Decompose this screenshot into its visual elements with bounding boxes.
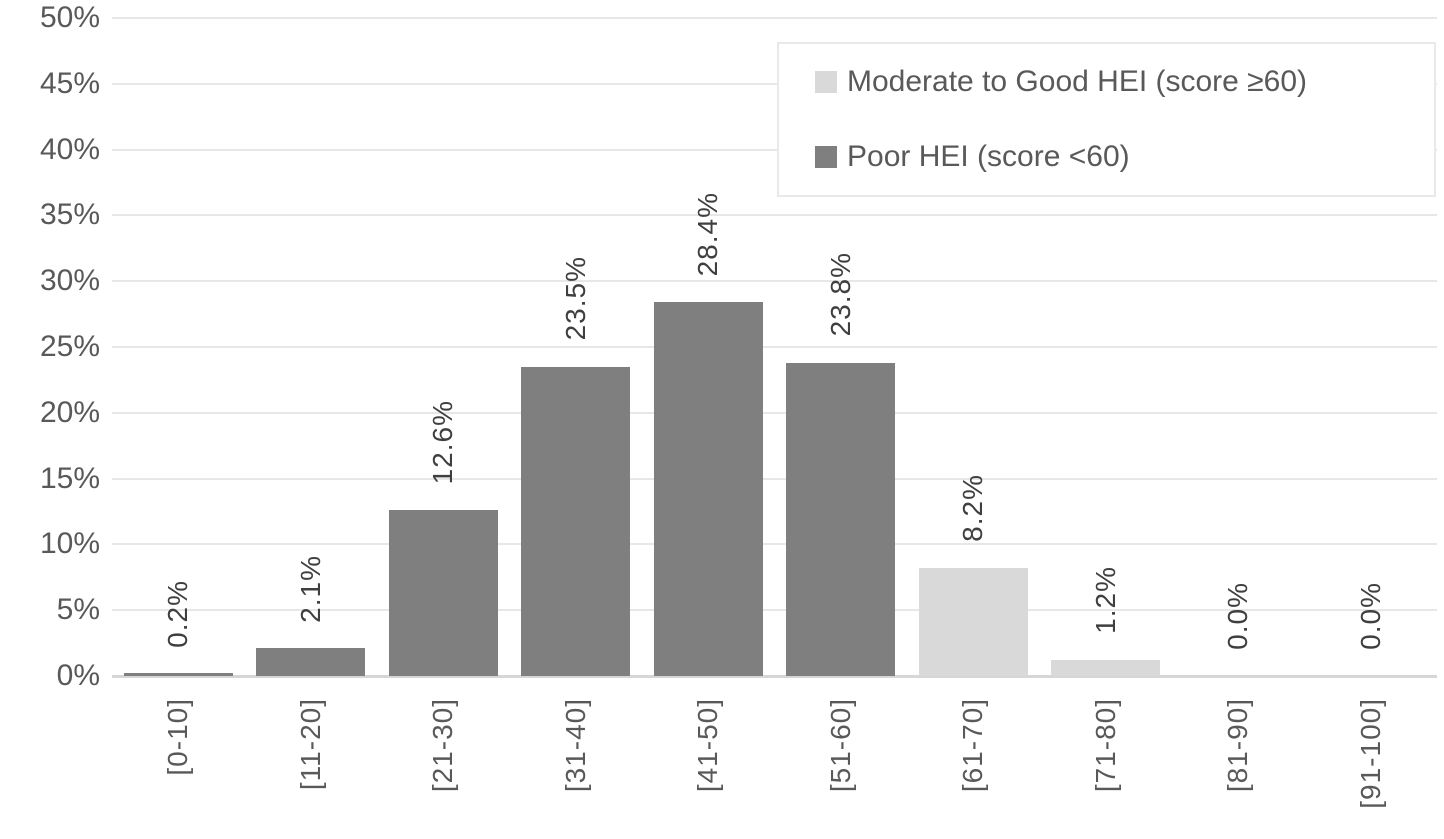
x-tick-label-[51-60]: [51-60]	[824, 698, 856, 793]
gridline-5%	[112, 609, 1437, 612]
x-tick-label-[0-10]: [0-10]	[162, 698, 194, 776]
gridline-10%	[112, 543, 1437, 546]
x-tick-label-[61-70]: [61-70]	[957, 698, 989, 793]
bar-[51-60]	[786, 362, 896, 676]
gridline-35%	[112, 214, 1437, 217]
y-tick-label-25%: 25%	[39, 330, 100, 363]
bar-[0-10]	[123, 673, 233, 676]
x-tick-label-[41-50]: [41-50]	[692, 698, 724, 793]
legend: Moderate to Good HEI (score ≥60) Poor HEI…	[777, 42, 1436, 197]
data-label-[61-70]: 8.2%	[957, 474, 989, 543]
data-label-[81-90]: 0.0%	[1222, 582, 1254, 650]
y-tick-label-45%: 45%	[39, 66, 100, 100]
y-tick-label-15%: 15%	[39, 461, 100, 495]
data-label-[71-80]: 1.2%	[1089, 566, 1121, 635]
data-label-[31-40]: 23.5%	[559, 256, 591, 341]
data-label-[21-30]: 12.6%	[427, 399, 459, 485]
bar-[21-30]	[388, 510, 498, 676]
x-tick-label-[81-90]: [81-90]	[1222, 698, 1254, 793]
gridline-25%	[112, 346, 1437, 348]
y-tick-label-30%: 30%	[39, 264, 100, 298]
bar-[11-20]	[256, 648, 366, 676]
x-tick-label-[91-100]: [91-100]	[1354, 698, 1386, 809]
bar-[71-80]	[1051, 660, 1161, 676]
gridline-15%	[112, 477, 1437, 480]
legend-item-1: Poor HEI (score <60)	[815, 140, 1434, 174]
y-tick-label-10%: 10%	[39, 527, 100, 561]
y-tick-label-0%: 0%	[56, 659, 100, 692]
bar-[61-70]	[918, 568, 1028, 676]
y-tick-label-40%: 40%	[39, 132, 100, 166]
bar-[31-40]	[521, 366, 631, 676]
legend-item-0: Moderate to Good HEI (score ≥60)	[815, 65, 1434, 99]
legend-label: Poor HEI (score <60)	[847, 140, 1130, 174]
gridline-30%	[112, 280, 1437, 283]
data-label-[91-100]: 0.0%	[1354, 582, 1386, 650]
gridline-40%	[112, 148, 1437, 151]
bar-[41-50]	[653, 302, 763, 676]
data-label-[41-50]: 28.4%	[692, 191, 724, 277]
y-tick-label-5%: 5%	[56, 593, 100, 627]
legend-swatch-icon	[815, 146, 837, 169]
legend-swatch-icon	[815, 70, 837, 93]
data-label-[51-60]: 23.8%	[824, 252, 856, 337]
gridline-20%	[112, 411, 1437, 414]
x-tick-label-[71-80]: [71-80]	[1089, 698, 1121, 793]
data-label-[0-10]: 0.2%	[162, 579, 194, 648]
x-tick-label-[31-40]: [31-40]	[559, 698, 591, 793]
gridline-45%	[112, 82, 1437, 85]
x-tick-label-[11-20]: [11-20]	[294, 698, 326, 791]
y-tick-label-20%: 20%	[39, 395, 100, 429]
y-tick-label-50%: 50%	[39, 1, 100, 34]
y-tick-label-35%: 35%	[39, 198, 100, 232]
x-axis-line	[112, 675, 1437, 678]
x-tick-label-[21-30]: [21-30]	[427, 698, 459, 793]
gridline-50%	[112, 17, 1437, 19]
legend-label: Moderate to Good HEI (score ≥60)	[847, 64, 1308, 98]
data-label-[11-20]: 2.1%	[294, 554, 326, 623]
